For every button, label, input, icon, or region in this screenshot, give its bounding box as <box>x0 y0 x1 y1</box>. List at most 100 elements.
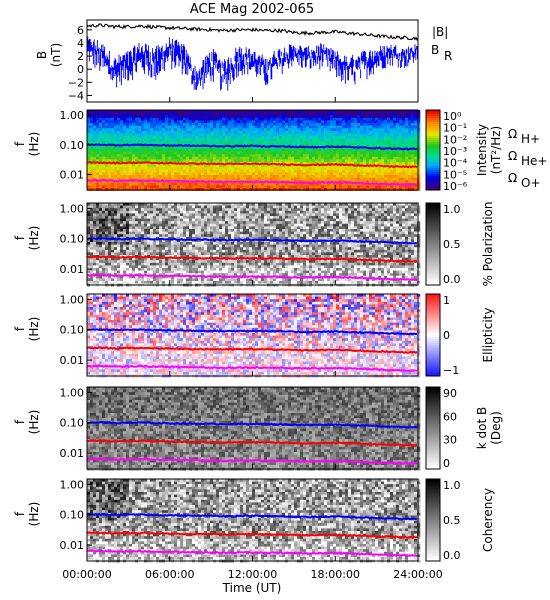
spectrogram-pixel <box>129 229 133 232</box>
spectrogram-pixel <box>120 208 124 212</box>
spectrogram-pixel <box>255 136 259 139</box>
spectrogram-pixel <box>90 239 94 243</box>
spectrogram-pixel <box>273 128 277 132</box>
spectrogram-pixel <box>216 239 220 243</box>
spectrogram-pixel <box>93 242 97 245</box>
spectrogram-pixel <box>186 213 190 217</box>
spectrogram-pixel <box>222 143 226 147</box>
spectrogram-pixel <box>207 278 211 282</box>
spectrogram-pixel <box>156 275 160 279</box>
spectrogram-pixel <box>222 120 226 124</box>
spectrogram-pixel <box>150 141 154 145</box>
spectrogram-pixel <box>324 167 328 171</box>
spectrogram-pixel <box>243 164 247 168</box>
spectrogram-pixel <box>261 133 265 137</box>
spectrogram-pixel <box>114 115 118 119</box>
spectrogram-pixel <box>171 216 175 219</box>
spectrogram-pixel <box>147 257 151 261</box>
spectrogram-pixel <box>243 167 247 171</box>
spectrogram-pixel <box>225 164 229 168</box>
spectrogram-pixel <box>111 138 115 142</box>
spectrogram-pixel <box>279 115 283 119</box>
spectrogram-pixel <box>285 188 289 191</box>
spectrogram-pixel <box>192 185 196 189</box>
spectrogram-pixel <box>369 123 373 126</box>
spectrogram-pixel <box>291 182 295 186</box>
spectrogram-pixel <box>120 149 124 152</box>
spectrogram-pixel <box>144 169 148 173</box>
spectrogram-pixel <box>384 125 388 129</box>
spectrogram-pixel <box>144 226 148 230</box>
spectrogram-pixel <box>273 125 277 129</box>
spectrogram-pixel <box>207 255 211 258</box>
spectrogram-pixel <box>171 278 175 282</box>
spectrogram-pixel <box>369 188 373 191</box>
spectrogram-pixel <box>168 169 172 173</box>
spectrogram-pixel <box>108 275 112 279</box>
spectrogram-pixel <box>327 141 331 145</box>
spectrogram-pixel <box>162 234 166 238</box>
spectrogram-pixel <box>177 236 181 240</box>
spectrogram-pixel <box>177 123 181 126</box>
spectrogram-pixel <box>303 125 307 129</box>
spectrogram-pixel <box>381 167 385 171</box>
spectrogram-pixel <box>219 146 223 150</box>
spectrogram-pixel <box>387 112 391 116</box>
spectrogram-pixel <box>183 169 187 173</box>
spectrogram-pixel <box>348 143 352 147</box>
spectrogram-pixel <box>144 252 148 256</box>
spectrogram-pixel <box>141 159 145 163</box>
spectrogram-pixel <box>180 115 184 119</box>
spectrogram-pixel <box>399 130 403 134</box>
spectrogram-pixel <box>288 162 292 165</box>
spectrogram-pixel <box>201 226 205 230</box>
spectrogram-pixel <box>228 149 232 152</box>
spectrogram-pixel <box>330 141 334 145</box>
spectrogram-pixel <box>162 223 166 227</box>
spectrogram-pixel <box>90 177 94 181</box>
spectrogram-pixel <box>96 244 100 248</box>
spectrogram-pixel <box>201 268 205 271</box>
spectrogram-pixel <box>354 115 358 119</box>
spectrogram-pixel <box>273 188 277 191</box>
spectrogram-pixel <box>201 231 205 235</box>
colorbar-swatch <box>426 172 440 175</box>
spectrogram-pixel <box>210 268 214 271</box>
spectrogram-pixel <box>405 125 409 129</box>
spectrogram-pixel <box>210 149 214 152</box>
spectrogram-pixel <box>336 123 340 126</box>
spectrogram-pixel <box>195 133 199 137</box>
spectrogram-pixel <box>135 180 139 184</box>
spectrogram-pixel <box>318 177 322 181</box>
spectrogram-pixel <box>282 154 286 158</box>
spectrogram-pixel <box>210 156 214 160</box>
spectrogram-pixel <box>300 149 304 152</box>
spectrogram-pixel <box>117 136 121 139</box>
spectrogram-pixel <box>213 128 217 132</box>
spectrogram-pixel <box>195 218 199 222</box>
spectrogram-pixel <box>189 239 193 243</box>
spectrogram-pixel <box>330 182 334 186</box>
spectrogram-pixel <box>168 229 172 232</box>
spectrogram-pixel <box>120 128 124 132</box>
spectrogram-pixel <box>249 177 253 181</box>
spectrogram-pixel <box>261 128 265 132</box>
spectrogram-pixel <box>165 270 169 274</box>
spectrogram-pixel <box>159 229 163 232</box>
spectrogram-pixel <box>201 146 205 150</box>
spectrogram-pixel <box>303 177 307 181</box>
spectrogram-pixel <box>273 136 277 139</box>
spectrogram-pixel <box>117 167 121 171</box>
spectrogram-pixel <box>174 172 178 176</box>
spectrogram-pixel <box>366 141 370 145</box>
spectrogram-pixel <box>177 117 181 121</box>
spectrogram-pixel <box>135 159 139 163</box>
spectrogram-pixel <box>255 149 259 152</box>
spectrogram-pixel <box>150 270 154 274</box>
spectrogram-pixel <box>315 151 319 155</box>
spectrogram-pixel <box>393 136 397 139</box>
spectrogram-pixel <box>408 151 412 155</box>
spectrogram-pixel <box>114 213 118 217</box>
spectrogram-pixel <box>354 156 358 160</box>
spectrogram-pixel <box>405 154 409 158</box>
